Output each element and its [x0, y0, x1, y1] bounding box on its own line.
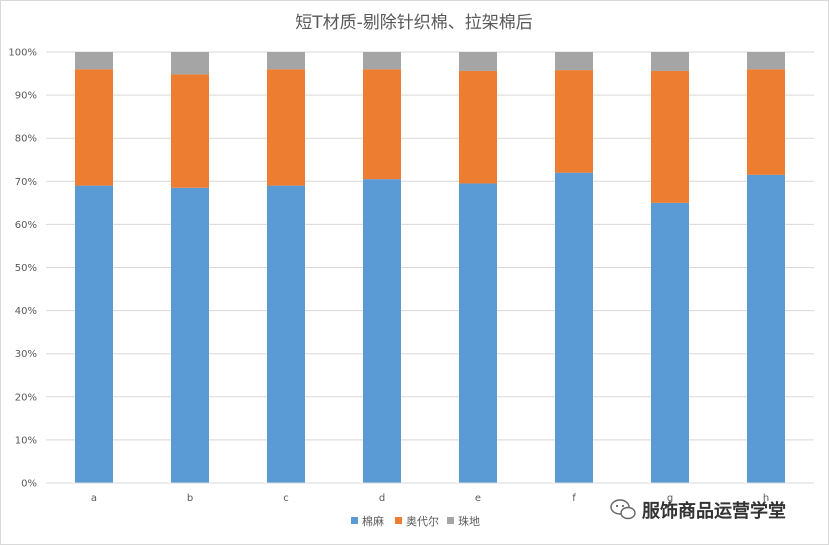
legend-label: 奥代尔 — [406, 514, 439, 528]
y-tick-label: 30% — [15, 349, 37, 360]
bar-segment — [171, 52, 209, 75]
x-tick-label: b — [187, 493, 193, 504]
watermark: 服饰商品运营学堂 — [610, 499, 786, 522]
bar-segment — [171, 187, 209, 483]
y-tick-label: 50% — [15, 263, 37, 274]
bars — [75, 52, 785, 484]
watermark-text: 服饰商品运营学堂 — [642, 500, 786, 522]
bar-segment — [459, 183, 497, 483]
bar-segment — [651, 52, 689, 71]
legend-swatch — [447, 517, 454, 524]
bar-segment — [747, 174, 785, 483]
x-tick-label: a — [91, 493, 97, 504]
bar-segment — [747, 52, 785, 70]
y-tick-label: 60% — [15, 220, 37, 231]
bar-segment — [459, 70, 497, 184]
bar-segment — [171, 74, 209, 188]
bar-segment — [747, 69, 785, 175]
x-tick-label: h — [763, 493, 769, 504]
x-tick-label: g — [667, 493, 673, 504]
y-tick-label: 40% — [15, 306, 37, 317]
bar-segment — [75, 52, 113, 70]
legend-item: 奥代尔 — [395, 514, 439, 528]
y-tick-label: 0% — [21, 479, 37, 490]
bar-segment — [363, 69, 401, 180]
legend-label: 棉麻 — [362, 514, 384, 528]
y-tick-label: 100% — [8, 48, 37, 59]
bar-segment — [267, 52, 305, 70]
x-tick-label: d — [379, 493, 385, 504]
y-tick-label: 90% — [15, 91, 37, 102]
bar-segment — [651, 70, 689, 203]
bar-segment — [363, 52, 401, 70]
y-tick-label: 80% — [15, 134, 37, 145]
y-tick-label: 20% — [15, 392, 37, 403]
bar-segment — [75, 185, 113, 484]
x-tick-label: f — [572, 493, 576, 504]
legend-item: 棉麻 — [351, 514, 384, 528]
bar-segment — [75, 69, 113, 186]
x-tick-label: e — [475, 493, 481, 504]
y-axis: 0% 10% 20% 30% 40% 50% 60% 70% 80% 90% 100% — [8, 48, 37, 490]
y-tick-label: 70% — [15, 177, 37, 188]
legend-item: 珠地 — [447, 514, 480, 528]
legend-swatch — [351, 517, 358, 524]
bar-segment — [555, 52, 593, 71]
chart-title: 短T材质-剔除针织棉、拉架棉后 — [295, 13, 533, 33]
bar-segment — [459, 52, 497, 71]
bar-segment — [267, 69, 305, 186]
bar-segment — [363, 179, 401, 483]
bar-segment — [651, 202, 689, 483]
bar-segment — [267, 185, 305, 484]
x-axis: a b c d e f g h — [46, 482, 814, 504]
bar-segment — [555, 70, 593, 173]
legend-label: 珠地 — [458, 514, 480, 528]
y-tick-label: 10% — [15, 435, 37, 446]
bar-segment — [555, 172, 593, 483]
wechat-icon — [610, 499, 636, 520]
x-tick-label: c — [283, 493, 289, 504]
legend: 棉麻 奥代尔 珠地 — [351, 514, 480, 528]
legend-swatch — [395, 517, 402, 524]
